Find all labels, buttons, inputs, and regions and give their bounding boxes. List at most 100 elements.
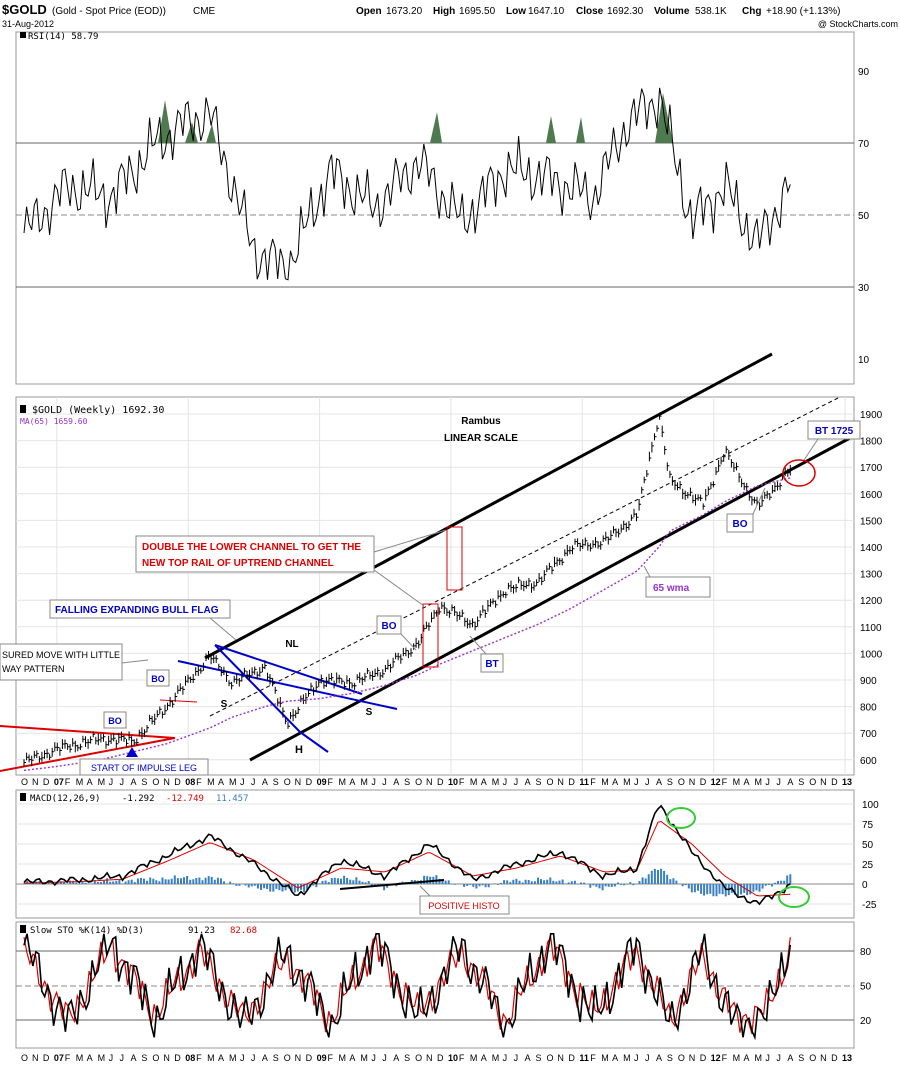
macd-tick-label: 100 [862, 800, 879, 811]
price-tick-label: 600 [860, 756, 877, 767]
x-tick-label: D [437, 1053, 444, 1063]
volume-value: 538.1K [695, 6, 727, 17]
x-tick-label: A [349, 1053, 355, 1063]
x-tick-label: S [667, 1053, 673, 1063]
sto-panel: 80 50 20 Slow STO %K(14) %D(3) 91.23 82.68 [15, 921, 872, 1049]
x-tick-label: S [141, 777, 147, 787]
sto-legend-v2: 82.68 [230, 926, 257, 936]
x-tick-label: F [65, 777, 71, 787]
x-tick-label: M [207, 777, 215, 787]
sto-tick-label: 50 [860, 982, 872, 993]
rsi-overbought-fill-1 [158, 100, 172, 143]
copyright: @ StockCharts.com [818, 19, 898, 29]
x-tick-label: D [306, 777, 313, 787]
h-label: H [295, 744, 303, 756]
rsi-line [23, 87, 791, 281]
price-tick-label: 700 [860, 729, 877, 740]
x-tick-label: O [809, 777, 816, 787]
macd-tick-label: -25 [862, 900, 877, 911]
rsi-panel: 90 70 50 30 10 RSI(14) 58.79 [15, 31, 870, 385]
header-date: 31-Aug-2012 [2, 19, 54, 29]
x-tick-label: J [765, 777, 770, 787]
price-tick-label: 1000 [860, 649, 883, 660]
macd-histogram [23, 868, 792, 897]
x-tick-label: D [437, 777, 444, 787]
x-tick-label: M [733, 1053, 741, 1063]
x-tick-label: A [262, 777, 268, 787]
upper-channel-line [204, 352, 773, 660]
price-tick-label: 1600 [860, 490, 883, 501]
x-tick-label: 11 [579, 777, 589, 787]
low-value: 1647.10 [528, 6, 565, 17]
lower-channel-line [249, 436, 851, 762]
x-tick-label: J [240, 1053, 245, 1063]
macd-legend-v3: 11.457 [216, 794, 249, 804]
price-tick-label: 1300 [860, 570, 883, 581]
x-tick-label: N [163, 777, 170, 787]
x-tick-label: 13 [842, 1053, 852, 1063]
x-tick-label: O [21, 777, 28, 787]
x-tick-label: J [240, 777, 245, 787]
s-label-right: S [366, 707, 373, 718]
x-tick-label: A [656, 777, 662, 787]
x-tick-label: J [382, 1053, 387, 1063]
price-x-axis: O N D 07 F M A M J J A S O N D 08 F M A M J J A S O N D 09 F M A M J J A S O… [21, 777, 852, 787]
x-tick-label: A [787, 1053, 793, 1063]
x-tick-label: J [765, 1053, 770, 1063]
header-exchange: CME [193, 6, 216, 17]
measured-move-text-2: WAY PATTERN [2, 664, 65, 674]
x-tick-label: M [470, 1053, 478, 1063]
header-symbol: $GOLD [2, 2, 47, 17]
x-tick-label: N [689, 1053, 696, 1063]
bt-circle [782, 459, 816, 487]
x-tick-label: F [459, 777, 465, 787]
price-tick-label: 1200 [860, 596, 883, 607]
macd-legend-v2: -12.749 [166, 794, 204, 804]
ma-legend: MA(65) 1659.60 [20, 417, 88, 426]
macd-legend-label: MACD(12,26,9) [30, 794, 100, 804]
red-box-upper [446, 526, 463, 591]
x-tick-label: 08 [185, 777, 195, 787]
macd-signal-line [23, 820, 791, 897]
flag-top-line [214, 644, 363, 695]
rsi-overbought-fill-4 [430, 112, 442, 143]
x-tick-label: M [754, 1053, 762, 1063]
flag-lower-line [299, 731, 329, 753]
x-tick-label: D [568, 777, 575, 787]
x-tick-label: O [152, 777, 159, 787]
macd-line [23, 804, 791, 906]
mid-channel-dashed [209, 397, 839, 717]
x-tick-label: O [21, 1053, 28, 1063]
x-tick-label: A [349, 777, 355, 787]
green-circle-top [666, 807, 696, 829]
x-tick-label: O [546, 777, 553, 787]
price-tick-label: 1900 [860, 410, 883, 421]
x-tick-label: F [590, 1053, 596, 1063]
x-tick-label: S [141, 1053, 147, 1063]
x-tick-label: M [360, 1053, 368, 1063]
sto-k-line [23, 933, 792, 1041]
price-tick-label: 1700 [860, 463, 883, 474]
x-tick-label: D [700, 1053, 707, 1063]
x-tick-label: J [503, 1053, 508, 1063]
rsi-overbought-fill-3 [206, 124, 216, 143]
x-tick-label: 12 [711, 1053, 721, 1063]
x-tick-label: N [689, 777, 696, 787]
x-tick-label: M [229, 777, 237, 787]
x-tick-label: D [700, 777, 707, 787]
price-legend: $GOLD (Weekly) 1692.30 [32, 405, 164, 416]
positive-histo-line [339, 879, 445, 890]
x-tick-label: J [371, 777, 376, 787]
nl-label: NL [285, 639, 298, 650]
x-tick-label: F [65, 1053, 71, 1063]
rsi-overbought-fill-5 [546, 116, 556, 143]
x-tick-label: M [492, 1053, 500, 1063]
chart-title-linear: LINEAR SCALE [444, 433, 518, 444]
x-tick-label: 08 [185, 1053, 195, 1063]
x-tick-label: J [645, 1053, 650, 1063]
x-tick-label: F [196, 1053, 202, 1063]
x-tick-label: M [601, 777, 609, 787]
x-tick-label: O [284, 777, 291, 787]
sto-d-line [23, 935, 791, 1034]
x-tick-label: M [360, 777, 368, 787]
